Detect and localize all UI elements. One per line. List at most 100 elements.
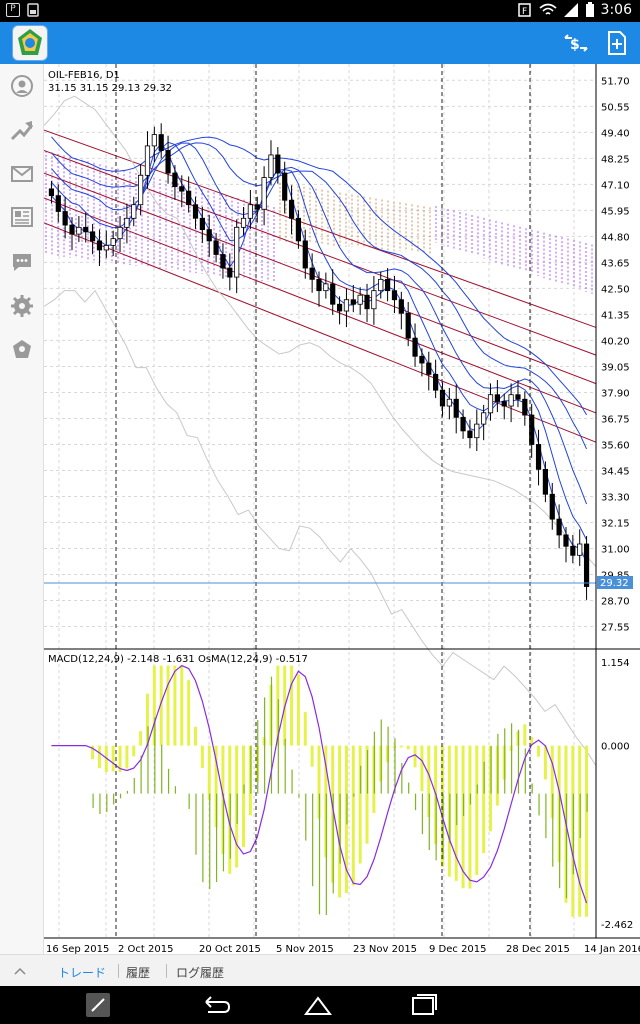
candle-body — [323, 283, 329, 292]
price-tick-label: 47.10 — [601, 180, 630, 191]
candle-body — [96, 240, 103, 251]
period-separators — [115, 64, 531, 938]
envelope-line — [43, 149, 597, 356]
candle-body — [391, 290, 398, 301]
candle-body — [192, 204, 199, 219]
date-label: 14 Jan 2016 — [584, 944, 640, 954]
date-axis: 16 Sep 2015 2 Oct 2015 20 Oct 2015 5 Nov 20… — [46, 944, 640, 955]
candle-body — [583, 543, 590, 587]
price-tick-label: 28.70 — [601, 597, 630, 608]
macd-histogram — [51, 664, 589, 917]
sidebar — [0, 64, 44, 954]
price-tick-label: 40.20 — [601, 336, 630, 347]
candle-body — [316, 278, 322, 292]
candle-body — [247, 204, 253, 219]
candle-body — [282, 172, 288, 201]
chart-icon[interactable] — [10, 119, 34, 143]
settings-icon[interactable] — [10, 294, 34, 318]
new-order-icon[interactable] — [604, 30, 630, 56]
sync-icon[interactable]: $ — [562, 30, 590, 56]
bottom-tab-bar: トレード 履歴 ログ履歴 — [0, 954, 640, 986]
candle-body — [577, 543, 583, 556]
price-chart[interactable]: OIL-FEB16, D1 31.15 31.15 29.13 29.32 MA… — [43, 64, 640, 955]
edit-icon[interactable] — [78, 992, 118, 1018]
candle-body — [254, 204, 260, 210]
macd-tick-label: -2.462 — [601, 920, 633, 931]
candle-body — [172, 172, 178, 188]
candle-body — [508, 394, 514, 407]
candle-body — [234, 226, 240, 278]
mail-icon[interactable] — [10, 162, 34, 186]
candle-body — [83, 226, 89, 233]
community-icon[interactable] — [10, 338, 34, 362]
envelope-line — [43, 129, 597, 328]
news-icon[interactable] — [10, 205, 34, 229]
tab-log-history[interactable]: ログ履歴 — [176, 966, 225, 980]
price-tick-label: 37.90 — [601, 388, 630, 399]
candle-body — [309, 267, 315, 280]
price-tick-label: 48.25 — [601, 154, 630, 165]
candle-body — [570, 545, 576, 556]
tab-separator — [166, 964, 167, 978]
price-axis: 51.70 50.55 49.40 48.25 47.10 45.95 44.80 43.65… — [601, 76, 630, 633]
price-tick-label: 45.95 — [601, 206, 630, 217]
system-nav-bar — [0, 986, 640, 1024]
candle-body — [378, 278, 384, 292]
download-icon — [27, 3, 39, 17]
price-tick-label: 34.45 — [601, 466, 630, 477]
candle-body — [186, 190, 192, 206]
candle-body — [124, 217, 130, 228]
candle-body — [89, 231, 96, 242]
candle-body — [467, 430, 473, 439]
quotes-icon[interactable] — [10, 74, 34, 98]
chart-area[interactable]: OIL-FEB16, D1 31.15 31.15 29.13 29.32 MA… — [43, 64, 640, 955]
candle-body — [412, 337, 418, 357]
action-bar: $ — [0, 22, 640, 64]
date-label: 20 Oct 2015 — [199, 944, 261, 954]
candle-body — [419, 355, 425, 364]
candle-body — [131, 204, 137, 219]
candlesticks — [48, 123, 590, 600]
candle-body — [199, 217, 205, 230]
tab-history[interactable]: 履歴 — [126, 966, 151, 980]
candle-body — [522, 398, 528, 416]
chevron-up-icon[interactable] — [14, 966, 26, 976]
home-icon[interactable] — [298, 992, 338, 1018]
macd-axis: 1.154 0.000 -2.462 — [601, 658, 633, 931]
date-label: 16 Sep 2015 — [46, 944, 109, 954]
candle-body — [460, 416, 466, 432]
candle-body — [288, 199, 295, 219]
bollinger-upper — [43, 95, 597, 567]
symbol-title: OIL-FEB16, D1 — [48, 70, 120, 81]
price-tick-label: 27.55 — [601, 623, 630, 634]
back-icon[interactable] — [196, 992, 236, 1018]
metatrader-logo-icon[interactable] — [12, 25, 48, 61]
signal-line — [51, 664, 588, 904]
candle-body — [487, 394, 494, 414]
macd-tick-label: 1.154 — [601, 658, 630, 669]
macd-tick-label: 0.000 — [601, 742, 630, 753]
candle-body — [535, 444, 542, 470]
chat-icon[interactable] — [10, 250, 34, 274]
price-tick-label: 33.30 — [601, 493, 630, 504]
candle-body — [302, 240, 308, 269]
signal-icon — [563, 3, 578, 17]
candle-body — [336, 303, 343, 312]
candle-body — [138, 174, 144, 206]
recents-icon[interactable] — [404, 992, 444, 1018]
bollinger-lower — [43, 289, 597, 766]
candle-body — [563, 534, 569, 547]
date-label: 23 Nov 2015 — [353, 944, 417, 954]
candle-body — [220, 254, 226, 269]
candle-body — [158, 134, 164, 151]
candle-body — [439, 389, 446, 407]
candle-body — [474, 423, 480, 439]
parking-icon: P — [6, 3, 20, 17]
tab-trade[interactable]: トレード — [58, 966, 107, 980]
price-tick-label: 31.00 — [601, 545, 630, 556]
current-price-label: 29.32 — [600, 578, 629, 589]
date-label: 9 Dec 2015 — [429, 944, 487, 954]
status-bar: P F 3:06 — [0, 0, 640, 22]
candle-body — [529, 414, 535, 445]
ma-line — [51, 142, 588, 505]
